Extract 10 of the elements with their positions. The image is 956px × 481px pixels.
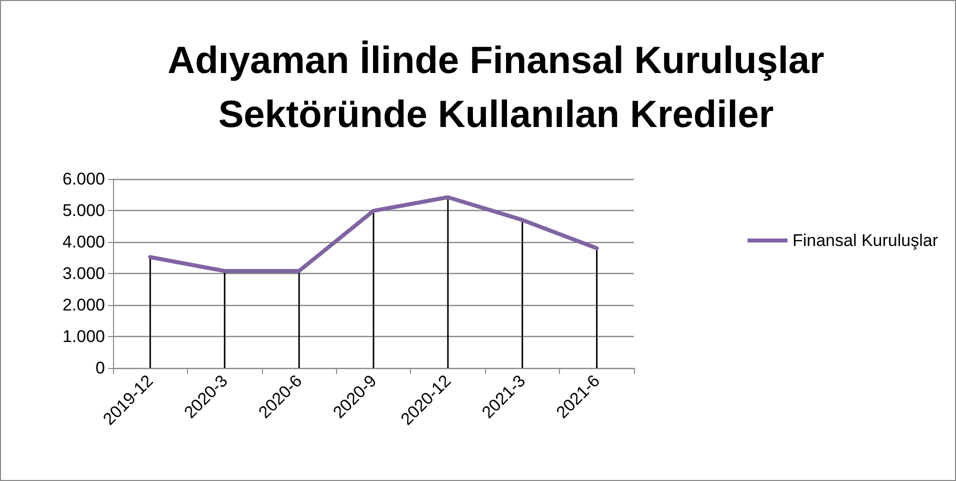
y-tick-label: 5.000 bbox=[62, 201, 105, 220]
y-tick-label: 1.000 bbox=[62, 327, 105, 346]
y-tick-label: 4.000 bbox=[62, 232, 105, 252]
y-tick-label: 2.000 bbox=[62, 296, 105, 314]
y-tick-label: 6.000 bbox=[62, 170, 105, 188]
line-series bbox=[148, 195, 599, 273]
y-tick-label: 0 bbox=[96, 358, 105, 378]
chart-title: Adıyaman İlinde Finansal Kuruluşlar Sektöründe Kullanılan Krediler bbox=[168, 40, 825, 136]
y-tick-label: 3.000 bbox=[62, 264, 105, 283]
legend-label: Finansal Kuruluşlar bbox=[792, 231, 938, 250]
